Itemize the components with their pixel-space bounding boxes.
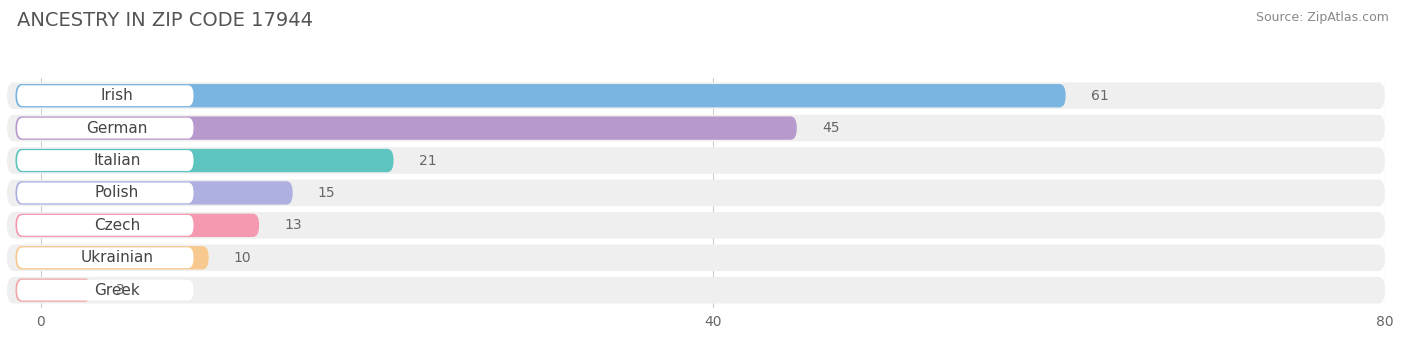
Text: Source: ZipAtlas.com: Source: ZipAtlas.com: [1256, 11, 1389, 24]
FancyBboxPatch shape: [15, 149, 394, 172]
FancyBboxPatch shape: [17, 183, 194, 203]
FancyBboxPatch shape: [17, 215, 194, 236]
Text: 13: 13: [284, 218, 302, 232]
FancyBboxPatch shape: [17, 118, 194, 138]
Text: 45: 45: [823, 121, 839, 135]
Text: ANCESTRY IN ZIP CODE 17944: ANCESTRY IN ZIP CODE 17944: [17, 11, 314, 30]
FancyBboxPatch shape: [15, 116, 797, 140]
FancyBboxPatch shape: [15, 214, 259, 237]
FancyBboxPatch shape: [7, 82, 1385, 109]
Text: Polish: Polish: [96, 185, 139, 200]
Text: 15: 15: [318, 186, 336, 200]
FancyBboxPatch shape: [7, 212, 1385, 239]
Text: German: German: [86, 121, 148, 136]
Text: 21: 21: [419, 154, 436, 167]
Text: Italian: Italian: [93, 153, 141, 168]
FancyBboxPatch shape: [17, 85, 194, 106]
FancyBboxPatch shape: [7, 147, 1385, 174]
FancyBboxPatch shape: [7, 245, 1385, 271]
FancyBboxPatch shape: [7, 115, 1385, 141]
Text: 10: 10: [233, 251, 252, 265]
Text: Greek: Greek: [94, 282, 141, 298]
Text: Irish: Irish: [101, 88, 134, 103]
Text: 3: 3: [117, 283, 125, 297]
FancyBboxPatch shape: [7, 179, 1385, 206]
FancyBboxPatch shape: [17, 247, 194, 268]
FancyBboxPatch shape: [7, 277, 1385, 303]
FancyBboxPatch shape: [17, 150, 194, 171]
FancyBboxPatch shape: [15, 181, 292, 205]
FancyBboxPatch shape: [17, 280, 194, 301]
FancyBboxPatch shape: [15, 246, 208, 269]
Text: Ukrainian: Ukrainian: [80, 250, 153, 265]
FancyBboxPatch shape: [15, 279, 91, 302]
FancyBboxPatch shape: [15, 84, 1066, 107]
Text: Czech: Czech: [94, 218, 141, 233]
Text: 61: 61: [1091, 89, 1108, 103]
